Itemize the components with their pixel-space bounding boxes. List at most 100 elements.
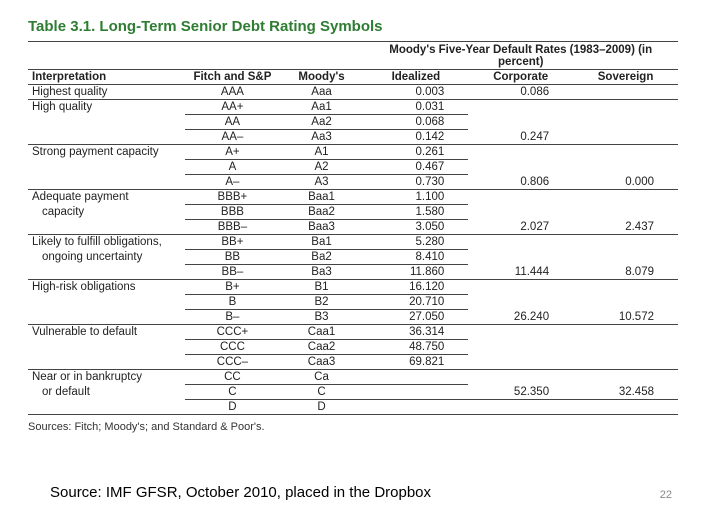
cell-fs: B [185, 295, 279, 310]
table-row: Strong payment capacity A+ A1 0.261 [28, 145, 678, 160]
sources-note: Sources: Fitch; Moody's; and Standard & … [28, 421, 678, 433]
table-row: BB– Ba3 11.860 11.444 8.079 [28, 265, 678, 280]
cell-sov [573, 145, 678, 160]
cell-fs: AA+ [185, 100, 279, 115]
cell-corp [468, 100, 573, 115]
col-idealized: Idealized [363, 70, 468, 85]
cell-interp [28, 175, 185, 190]
cell-interp [28, 400, 185, 415]
cell-idl: 8.410 [363, 250, 468, 265]
cell-idl: 16.120 [363, 280, 468, 295]
ratings-table: Moody's Five-Year Default Rates (1983–20… [28, 41, 678, 415]
cell-mo: Baa3 [280, 220, 364, 235]
cell-interp: Likely to fulfill obligations, [28, 235, 185, 250]
cell-corp [468, 370, 573, 385]
cell-mo: Aaa [280, 85, 364, 100]
cell-mo: Caa2 [280, 340, 364, 355]
cell-mo: Baa2 [280, 205, 364, 220]
cell-fs: CC [185, 370, 279, 385]
cell-idl: 0.003 [363, 85, 468, 100]
cell-fs: AA [185, 115, 279, 130]
cell-corp: 0.247 [468, 130, 573, 145]
cell-interp: ongoing uncertainty [28, 250, 185, 265]
cell-interp: Adequate payment [28, 190, 185, 205]
cell-sov [573, 355, 678, 370]
cell-corp [468, 325, 573, 340]
cell-sov [573, 400, 678, 415]
cell-idl: 1.580 [363, 205, 468, 220]
table-title: Table 3.1. Long-Term Senior Debt Rating … [28, 18, 678, 35]
cell-fs: C [185, 385, 279, 400]
cell-mo: Baa1 [280, 190, 364, 205]
cell-fs: BB– [185, 265, 279, 280]
cell-fs: BB [185, 250, 279, 265]
cell-mo: C [280, 385, 364, 400]
table-row: capacity BBB Baa2 1.580 [28, 205, 678, 220]
cell-interp [28, 160, 185, 175]
col-fitch-sp: Fitch and S&P [185, 70, 279, 85]
cell-mo: Caa1 [280, 325, 364, 340]
cell-sov [573, 190, 678, 205]
cell-mo: Aa2 [280, 115, 364, 130]
cell-idl: 0.261 [363, 145, 468, 160]
cell-corp: 2.027 [468, 220, 573, 235]
cell-mo: Aa3 [280, 130, 364, 145]
cell-corp [468, 145, 573, 160]
cell-sov [573, 160, 678, 175]
cell-corp [468, 295, 573, 310]
cell-interp: Strong payment capacity [28, 145, 185, 160]
cell-mo: Aa1 [280, 100, 364, 115]
cell-fs: AAA [185, 85, 279, 100]
cell-fs: CCC– [185, 355, 279, 370]
cell-idl: 3.050 [363, 220, 468, 235]
table-row: ongoing uncertainty BB Ba2 8.410 [28, 250, 678, 265]
cell-fs: CCC [185, 340, 279, 355]
table-row: High quality AA+ Aa1 0.031 [28, 100, 678, 115]
cell-idl: 0.467 [363, 160, 468, 175]
cell-interp [28, 355, 185, 370]
cell-sov [573, 280, 678, 295]
table-row: CCC– Caa3 69.821 [28, 355, 678, 370]
cell-sov [573, 235, 678, 250]
cell-interp [28, 220, 185, 235]
table-row: High-risk obligations B+ B1 16.120 [28, 280, 678, 295]
cell-fs: BBB [185, 205, 279, 220]
col-sovereign: Sovereign [573, 70, 678, 85]
table-row: Likely to fulfill obligations, BB+ Ba1 5… [28, 235, 678, 250]
cell-mo: A2 [280, 160, 364, 175]
cell-interp [28, 295, 185, 310]
cell-idl: 0.031 [363, 100, 468, 115]
cell-sov [573, 85, 678, 100]
cell-idl [363, 370, 468, 385]
table-row: Adequate payment BBB+ Baa1 1.100 [28, 190, 678, 205]
cell-idl [363, 400, 468, 415]
cell-sov: 0.000 [573, 175, 678, 190]
cell-corp: 0.086 [468, 85, 573, 100]
table-row: Near or in bankruptcy CC Ca [28, 370, 678, 385]
page-container: Table 3.1. Long-Term Senior Debt Rating … [0, 0, 706, 433]
cell-idl: 36.314 [363, 325, 468, 340]
cell-interp: High quality [28, 100, 185, 115]
cell-interp: capacity [28, 205, 185, 220]
cell-sov [573, 250, 678, 265]
cell-idl: 0.068 [363, 115, 468, 130]
table-row: A– A3 0.730 0.806 0.000 [28, 175, 678, 190]
table-row: Vulnerable to default CCC+ Caa1 36.314 [28, 325, 678, 340]
cell-mo: B2 [280, 295, 364, 310]
cell-idl [363, 385, 468, 400]
cell-corp [468, 235, 573, 250]
table-row: B B2 20.710 [28, 295, 678, 310]
cell-idl: 48.750 [363, 340, 468, 355]
cell-interp: or default [28, 385, 185, 400]
cell-corp [468, 160, 573, 175]
cell-fs: BBB– [185, 220, 279, 235]
cell-fs: A– [185, 175, 279, 190]
cell-interp [28, 115, 185, 130]
table-row: CCC Caa2 48.750 [28, 340, 678, 355]
cell-corp [468, 115, 573, 130]
cell-interp: Highest quality [28, 85, 185, 100]
cell-idl: 0.730 [363, 175, 468, 190]
cell-fs: B+ [185, 280, 279, 295]
cell-mo: Ba3 [280, 265, 364, 280]
cell-corp [468, 280, 573, 295]
